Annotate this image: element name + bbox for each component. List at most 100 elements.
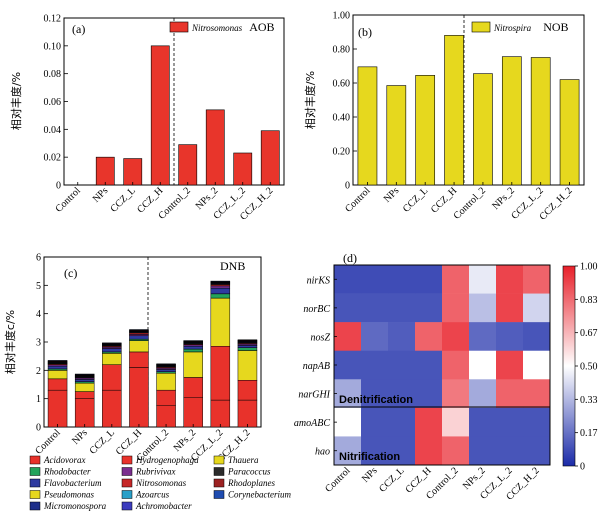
c-segment-Control-Acidovorax bbox=[47, 389, 68, 428]
c-segment-CCZ_L_2-Flavobacterium bbox=[210, 287, 231, 295]
c-legend-label-Azoarcus: Azoarcus bbox=[135, 490, 170, 500]
a-bar-CCZ_H bbox=[150, 45, 170, 186]
c-segment-CCZ_H_2-Hydrogenophaga bbox=[237, 380, 258, 401]
c-legend-label-Achromobacter: Achromobacter bbox=[135, 501, 192, 511]
panel-d: (d) nirKS norBC nosZ napAB narGHI amoABC hao C… bbox=[294, 251, 598, 503]
c-segment-Control-Hydrogenophaga bbox=[47, 378, 68, 391]
panel-b: (b) Nitrospira NOB 0 0.20 0.40 0.60 0.80 1.00… bbox=[303, 11, 585, 223]
b-xtick-label: NPs_2 bbox=[490, 185, 517, 212]
d-cell-nosZ-CCZ_H_2 bbox=[523, 322, 551, 352]
c-segment-CCZ_L-Corynebacterium bbox=[102, 342, 122, 344]
d-cell-nirKS-CCZ_L bbox=[388, 265, 416, 294]
c-segment-CCZ_H_2-Corynebacterium bbox=[237, 339, 258, 341]
b-ytick-label: 0.40 bbox=[333, 113, 351, 124]
panel-a-legend-suffix: AOB bbox=[249, 20, 274, 34]
d-cell-nosZ-CCZ_L_2 bbox=[496, 322, 524, 352]
c-segment-CCZ_L-Flavobacterium bbox=[102, 348, 122, 353]
panel-b-frame bbox=[352, 14, 585, 186]
d-row-label: nirKS bbox=[307, 275, 330, 286]
d-cell-napAB-CCZ_H bbox=[415, 350, 443, 380]
d-cell-nosZ-NPs bbox=[361, 322, 389, 352]
c-legend-label-Micromonospora: Micromonospora bbox=[43, 501, 107, 511]
d-cell-hao-CCZ_H bbox=[415, 436, 443, 466]
c-ytick-label: 3 bbox=[36, 338, 41, 349]
panel-d-colorbar bbox=[562, 265, 576, 467]
d-cell-nosZ-CCZ_L bbox=[388, 322, 416, 352]
c-legend-label-Rhodobacter: Rhodobacter bbox=[43, 467, 91, 477]
c-legend-swatch-Rhodoplanes bbox=[213, 478, 225, 488]
c-xtick-label: NPs bbox=[70, 427, 90, 447]
d-cell-hao-Control bbox=[334, 436, 362, 466]
a-xtick-label: CCZ_L bbox=[108, 185, 137, 214]
c-ytick-label: 0 bbox=[36, 423, 41, 434]
c-segment-Control-Flavobacterium bbox=[47, 365, 68, 370]
d-cell-nirKS-CCZ_L_2 bbox=[496, 265, 524, 294]
c-segment-NPs_2-Corynebacterium bbox=[183, 340, 203, 342]
panel-b-label: (b) bbox=[358, 25, 372, 39]
c-ytick-label: 2 bbox=[36, 366, 41, 377]
c-segment-CCZ_H_2-Rhodobacter bbox=[237, 347, 258, 351]
d-cell-narGHI-NPs bbox=[361, 379, 389, 409]
panel-a-legend-swatch bbox=[169, 21, 189, 33]
d-cell-hao-CCZ_L_2 bbox=[496, 436, 524, 466]
a-ytick-label: 0.08 bbox=[44, 69, 62, 80]
d-cell-norBC-NPs_2 bbox=[469, 293, 497, 323]
d-row-label: hao bbox=[315, 447, 330, 458]
a-ytick-label: 0.06 bbox=[44, 97, 62, 108]
d-cell-nirKS-CCZ_H bbox=[415, 265, 443, 294]
d-col-label: Control bbox=[323, 465, 353, 495]
d-colorbar-label: 0.50 bbox=[580, 362, 598, 373]
d-cell-nosZ-NPs_2 bbox=[469, 322, 497, 352]
c-segment-CCZ_H-Acidovorax bbox=[129, 367, 149, 428]
c-legend-swatch-Acidovorax bbox=[29, 455, 41, 465]
panel-d-group-denitrification: Denitrification bbox=[339, 394, 413, 406]
d-cell-hao-CCZ_H_2 bbox=[523, 436, 551, 466]
d-cell-narGHI-CCZ_H bbox=[415, 379, 443, 409]
d-cell-narGHI-CCZ_L_2 bbox=[496, 379, 524, 409]
d-colorbar-label: 0.67 bbox=[580, 328, 598, 339]
c-segment-CCZ_H_2-Pseudomonas bbox=[237, 350, 258, 381]
c-segment-NPs-Pseudomonas bbox=[74, 382, 95, 392]
c-segment-CCZ_L_2-Pseudomonas bbox=[210, 297, 231, 347]
d-cell-nirKS-NPs bbox=[361, 265, 389, 294]
c-segment-Control_2-Corynebacterium bbox=[156, 363, 176, 365]
d-cell-nirKS-CCZ_H_2 bbox=[523, 265, 551, 294]
d-row-label: narGHI bbox=[298, 390, 330, 401]
c-segment-CCZ_L_2-Hydrogenophaga bbox=[210, 346, 231, 401]
c-legend-swatch-Azoarcus bbox=[121, 490, 133, 499]
a-ytick-label: 0 bbox=[56, 181, 61, 192]
c-legend-label-Hydrogenophaga: Hydrogenophaga bbox=[135, 455, 199, 465]
d-cell-napAB-NPs_2 bbox=[469, 350, 497, 380]
c-segment-CCZ_L_2-Acidovorax bbox=[210, 399, 231, 428]
d-cell-nirKS-Control_2 bbox=[442, 265, 470, 294]
d-cell-amoABC-Control_2 bbox=[442, 407, 470, 437]
panel-d-label: (d) bbox=[343, 251, 357, 265]
a-ytick-label: 0.04 bbox=[44, 125, 62, 136]
c-legend-swatch-Thauera bbox=[213, 455, 225, 465]
d-cell-amoABC-CCZ_H_2 bbox=[523, 407, 551, 437]
c-legend-swatch-Pseudomonas bbox=[29, 490, 41, 499]
d-cell-napAB-CCZ_L_2 bbox=[496, 350, 524, 380]
c-legend-swatch-Corynebacterium bbox=[213, 490, 225, 499]
d-row-label: nosZ bbox=[311, 332, 331, 343]
c-segment-CCZ_H_2-Flavobacterium bbox=[237, 345, 258, 348]
c-legend-label-Corynebacterium: Corynebacterium bbox=[228, 490, 291, 500]
c-legend-label-Flavobacterium: Flavobacterium bbox=[43, 478, 102, 488]
d-cell-norBC-CCZ_H bbox=[415, 293, 443, 323]
c-ytick-label: 1 bbox=[36, 394, 41, 405]
d-cell-nosZ-CCZ_H bbox=[415, 322, 443, 352]
c-legend-label-Acidovorax: Acidovorax bbox=[43, 455, 85, 465]
c-segment-NPs_2-Acidovorax bbox=[183, 397, 203, 428]
d-cell-nirKS-Control bbox=[334, 265, 362, 294]
d-cell-hao-Control_2 bbox=[442, 436, 470, 466]
c-legend-swatch-Nitrosomonas bbox=[121, 478, 133, 488]
b-bar-CCZ_H bbox=[444, 35, 464, 186]
d-cell-norBC-NPs bbox=[361, 293, 389, 323]
panel-d-group-nitrification: Nitrification bbox=[339, 451, 400, 463]
b-bar-NPs bbox=[386, 85, 407, 186]
b-ytick-label: 0.20 bbox=[333, 147, 351, 158]
c-legend-label-Pseudomonas: Pseudomonas bbox=[43, 490, 94, 500]
a-bar-CCZ_L_2 bbox=[233, 152, 253, 186]
